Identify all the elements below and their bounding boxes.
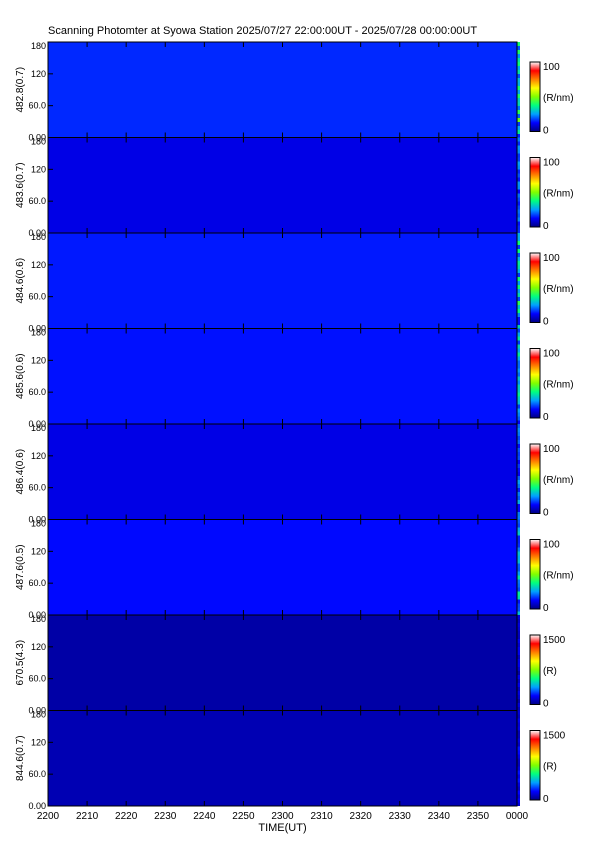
- heatmap-cell: [516, 58, 520, 62]
- panel-ylabel: 482.8(0.7): [15, 67, 26, 113]
- heatmap-cell: [516, 86, 520, 90]
- heatmap-cell: [516, 70, 520, 74]
- colorbar-min-label: 0: [543, 126, 549, 137]
- heatmap-cell: [516, 50, 520, 54]
- heatmap-background: [48, 42, 517, 138]
- chart-title: Scanning Photomter at Syowa Station 2025…: [48, 25, 477, 37]
- y-tick-label: 180: [31, 41, 46, 51]
- heatmap-cell: [516, 78, 520, 82]
- heatmap-cell: [516, 46, 520, 50]
- heatmap-cell: [516, 42, 520, 46]
- colorbar: [529, 61, 541, 132]
- heatmap-cell: [516, 54, 520, 58]
- y-tick-label: 120: [31, 69, 46, 79]
- colorbar-unit-label: (R/nm): [543, 93, 574, 104]
- heatmap-cell: [516, 66, 520, 70]
- heatmap-cell: [516, 74, 520, 78]
- colorbar-max-label: 100: [543, 62, 560, 73]
- heatmap-cell: [516, 82, 520, 86]
- y-tick-label: 60.0: [28, 101, 46, 111]
- heatmap-cell: [516, 62, 520, 66]
